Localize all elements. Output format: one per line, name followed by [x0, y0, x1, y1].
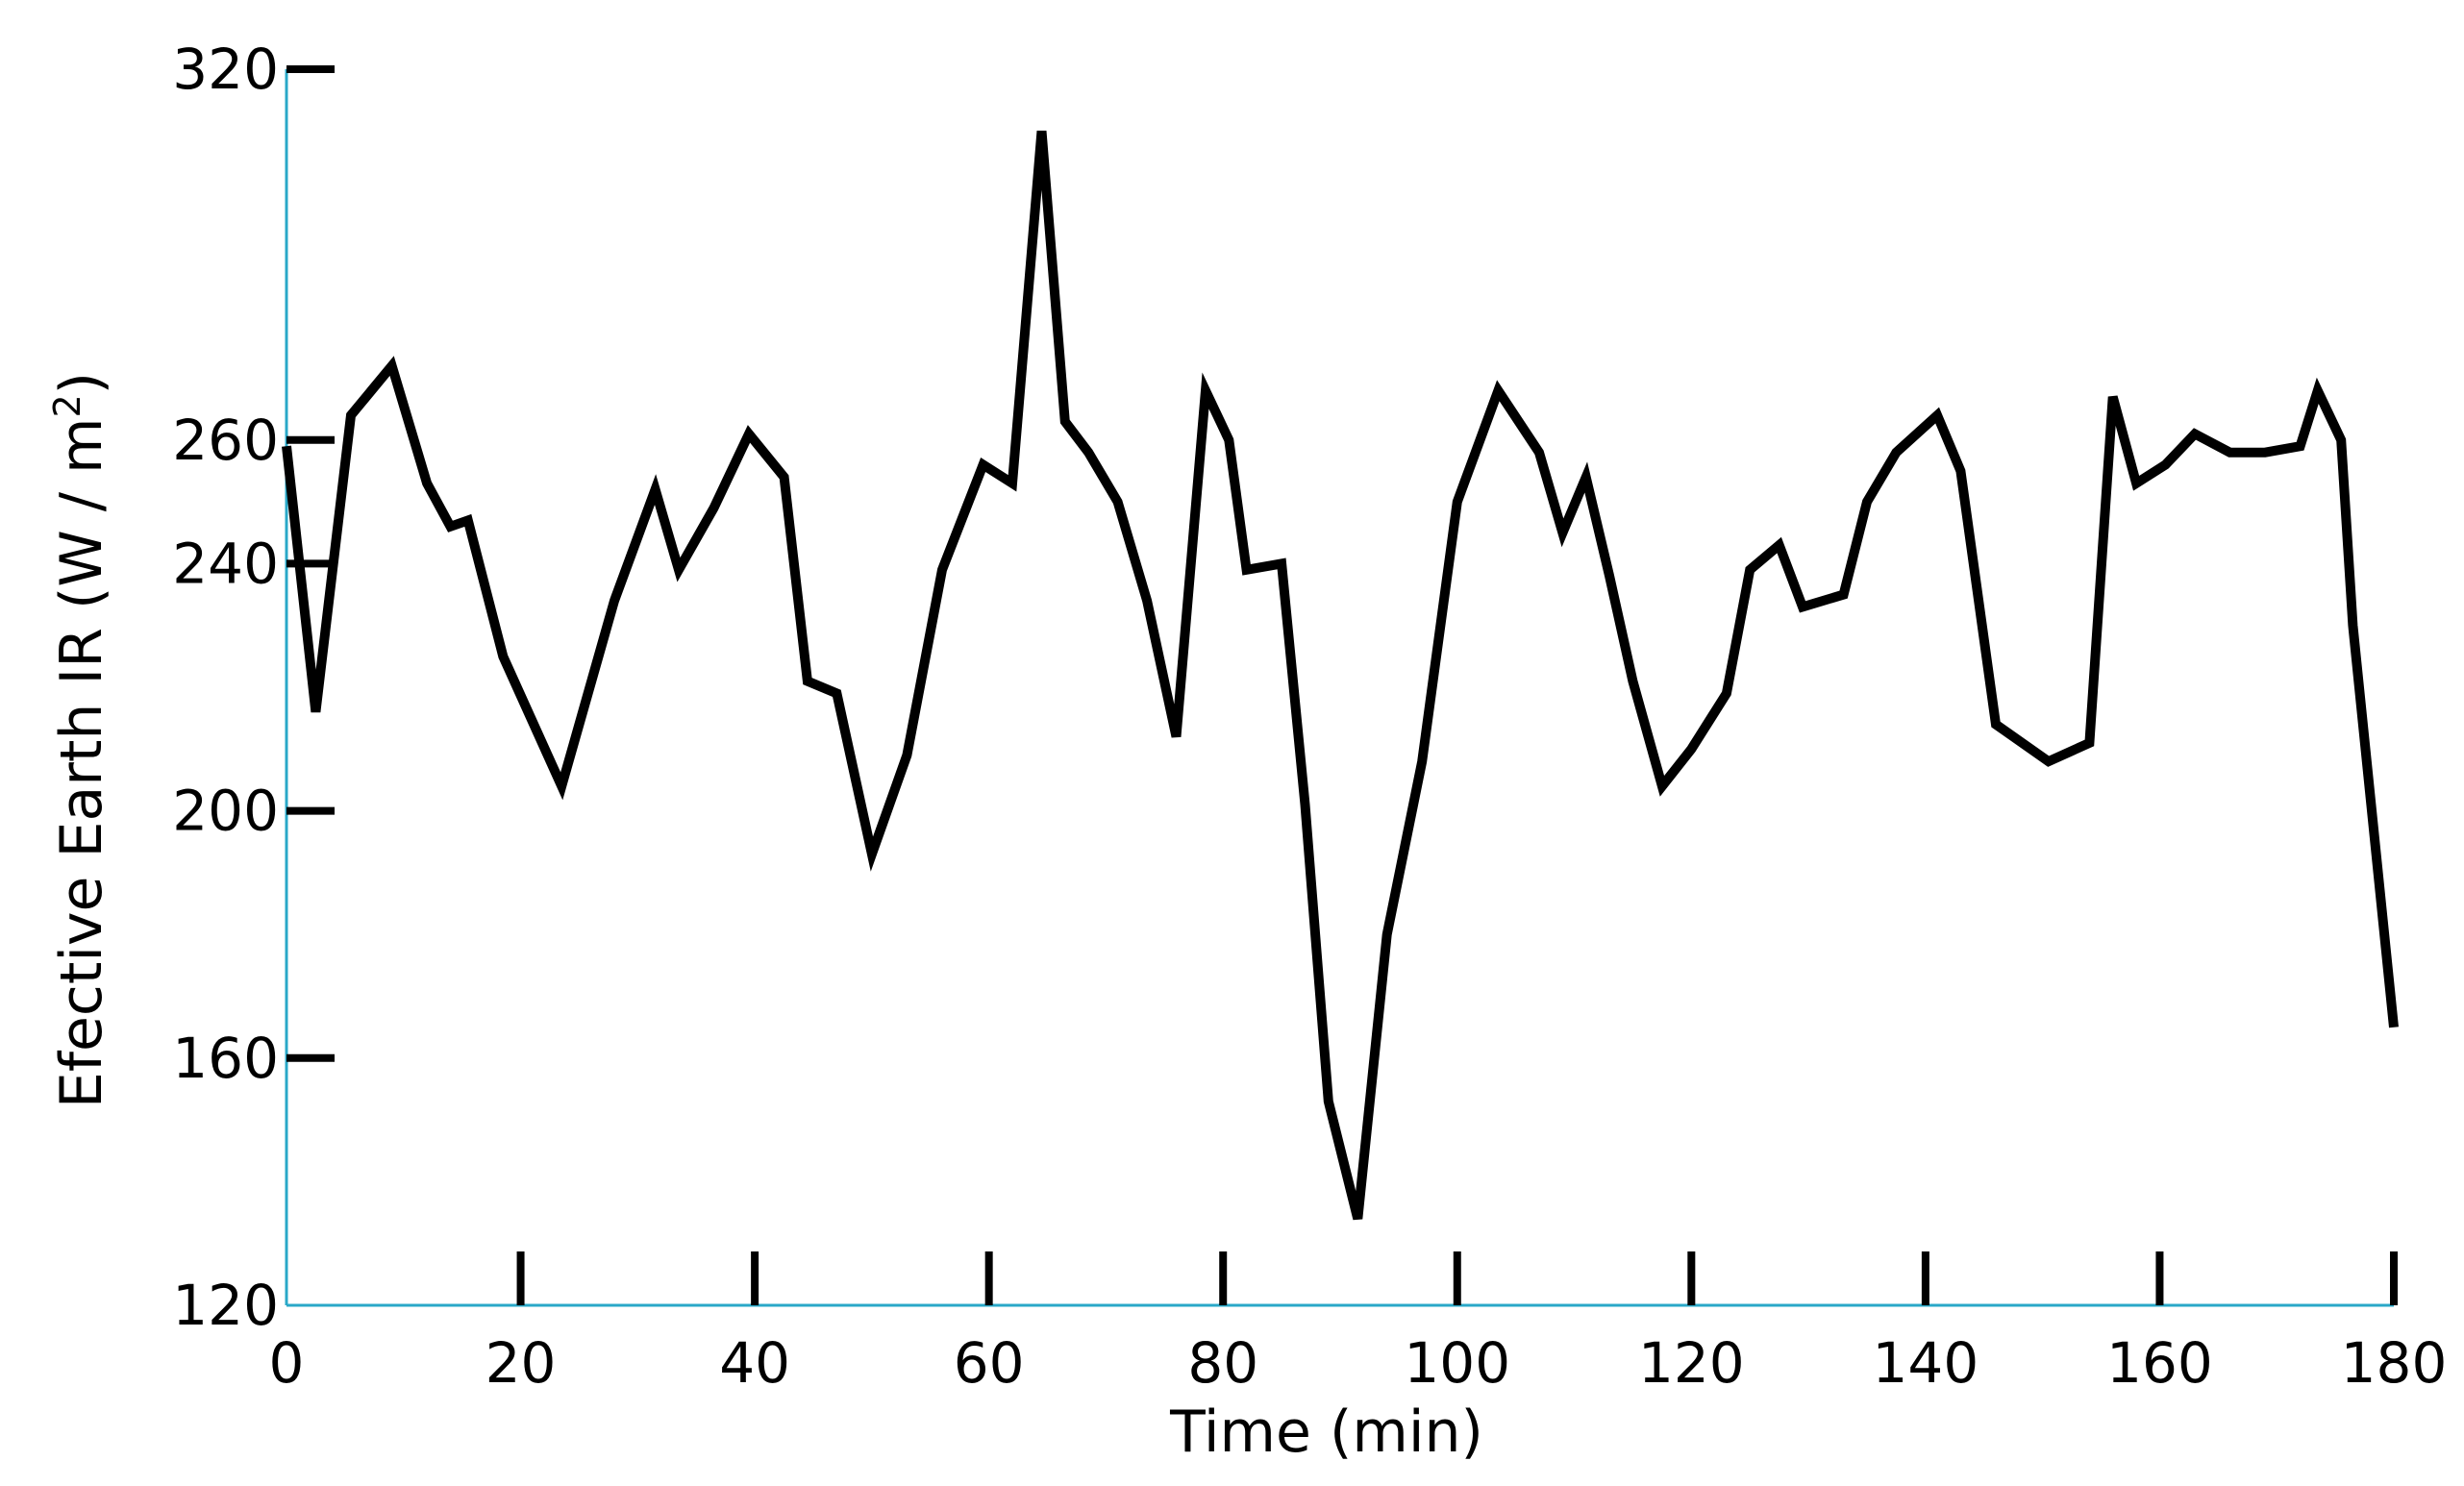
- x-tick-label: 0: [269, 1330, 305, 1396]
- y-axis-title-superscript: 2: [46, 394, 88, 417]
- y-tick-label: 320: [172, 37, 279, 102]
- x-tick-label: 20: [485, 1330, 557, 1396]
- y-tick-label: 200: [172, 779, 279, 844]
- y-axis-title: Efective Earth IR (W / m2): [46, 372, 115, 1108]
- x-tick-label: 160: [2106, 1330, 2213, 1396]
- x-tick-label: 100: [1404, 1330, 1510, 1396]
- y-axis-title-main: Efective Earth IR (W / m: [48, 418, 115, 1109]
- x-tick-label: 120: [1638, 1330, 1745, 1396]
- y-tick-label: 120: [172, 1273, 279, 1338]
- x-tick-label: 140: [1873, 1330, 1979, 1396]
- x-tick-label: 40: [719, 1330, 790, 1396]
- series-line: [282, 130, 2399, 1221]
- y-axis-title-end: ): [48, 372, 115, 394]
- y-tick-label: 160: [172, 1026, 279, 1091]
- x-tick-label: 80: [1187, 1330, 1258, 1396]
- x-axis-title: Time (min): [1169, 1399, 1483, 1466]
- plot-area: 120 160 200 240 260 320 0 20 40 60 80 100 120 140 160 1…: [172, 37, 2447, 1396]
- x-tick-label: 180: [2341, 1330, 2448, 1396]
- y-tick-label: 240: [172, 531, 279, 596]
- x-tick-label: 60: [954, 1330, 1025, 1396]
- y-tick-label: 260: [172, 408, 279, 473]
